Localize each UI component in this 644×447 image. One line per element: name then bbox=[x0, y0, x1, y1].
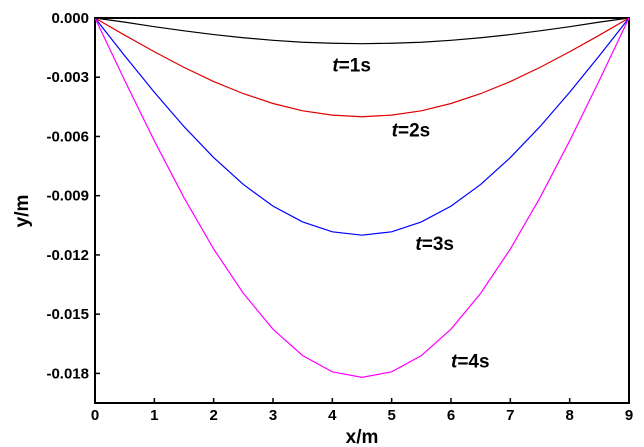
series-label-value: =4s bbox=[457, 351, 489, 372]
x-tick-label: 7 bbox=[506, 407, 514, 424]
y-axis-title: y/m bbox=[12, 195, 33, 228]
plot-area-frame bbox=[94, 17, 630, 404]
x-tick-label: 1 bbox=[150, 407, 158, 424]
series-label-value: =2s bbox=[398, 121, 430, 142]
y-tick-label: -0.006 bbox=[46, 128, 89, 145]
series-line-3 bbox=[94, 17, 630, 236]
x-tick-label: 6 bbox=[447, 407, 455, 424]
series-label-4: t=4s bbox=[451, 351, 490, 372]
x-tick-label: 5 bbox=[387, 407, 395, 424]
series-label-1: t=1s bbox=[332, 56, 371, 77]
y-tick-label: -0.018 bbox=[46, 365, 89, 382]
series-label-3: t=3s bbox=[415, 234, 454, 255]
y-tick-label: -0.003 bbox=[46, 69, 89, 86]
y-tick-label: -0.009 bbox=[46, 188, 89, 205]
series-line-1 bbox=[94, 17, 630, 45]
y-tick-label: -0.012 bbox=[46, 247, 89, 264]
series-label-variable: t bbox=[451, 351, 458, 372]
x-tick-label: 9 bbox=[625, 407, 633, 424]
series-line-4 bbox=[94, 17, 630, 378]
y-tick-label: -0.015 bbox=[46, 306, 89, 323]
tick-layer: 0 1 2 3 4 5 6 7 8 9 0.000 -0.003 -0.006 -0.009 -0.012 -… bbox=[46, 10, 633, 424]
series-label-variable: t bbox=[415, 234, 422, 255]
series-line-2 bbox=[94, 17, 630, 118]
series-layer bbox=[94, 17, 630, 378]
x-axis-title: x/m bbox=[346, 427, 379, 447]
y-tick-label: 0.000 bbox=[51, 10, 89, 27]
x-tick-label: 0 bbox=[91, 407, 99, 424]
series-label-variable: t bbox=[392, 121, 399, 142]
x-tick-label: 4 bbox=[328, 407, 337, 424]
series-label-value: =3s bbox=[422, 234, 454, 255]
series-label-value: =1s bbox=[339, 56, 371, 77]
x-tick-label: 2 bbox=[209, 407, 217, 424]
x-tick-label: 8 bbox=[565, 407, 573, 424]
x-tick-label: 3 bbox=[269, 407, 277, 424]
series-label-2: t=2s bbox=[392, 121, 431, 142]
series-label-variable: t bbox=[332, 56, 339, 77]
series-label-layer: t=1st=2st=3st=4s bbox=[332, 56, 489, 373]
